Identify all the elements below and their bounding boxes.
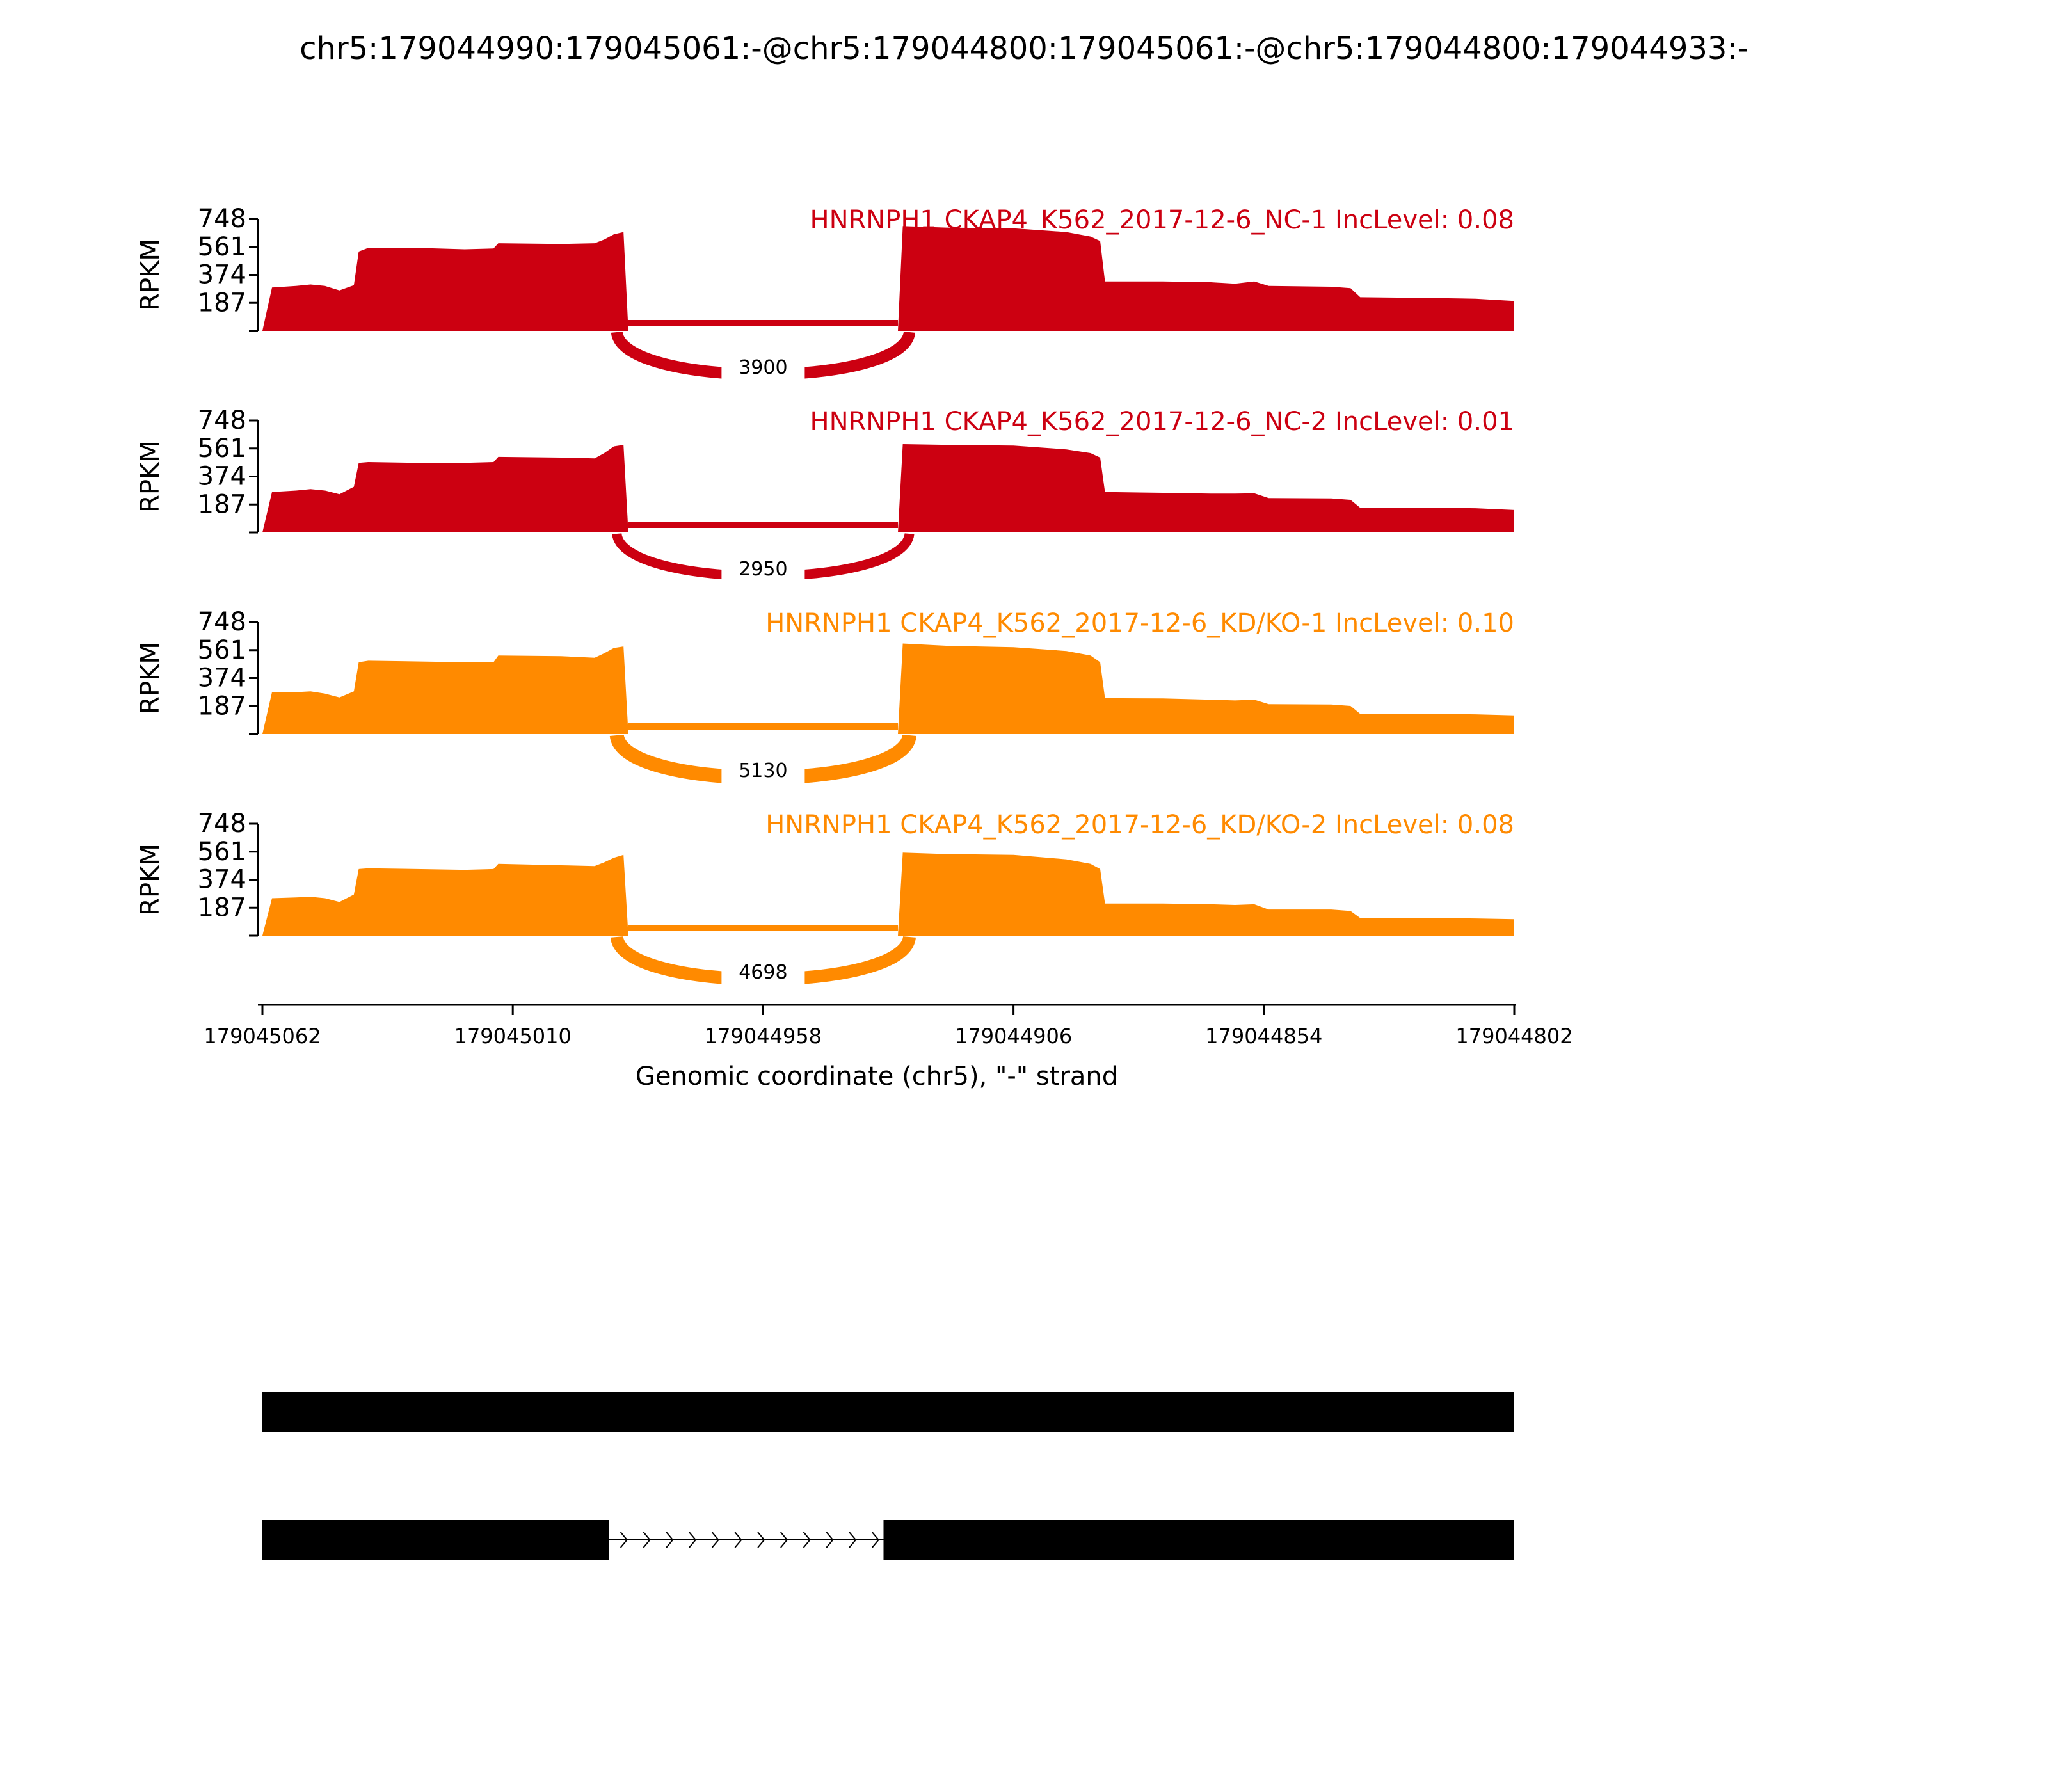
x-axis-label: Genomic coordinate (chr5), "-" strand xyxy=(636,1062,1118,1091)
coverage-area xyxy=(262,226,1514,331)
y-tick-label: 187 xyxy=(198,893,246,922)
junction-label-bg xyxy=(721,958,805,986)
series-label: HNRNPH1 CKAP4_K562_2017-12-6_NC-2 IncLev… xyxy=(810,407,1515,436)
junction-count: 5130 xyxy=(739,760,787,782)
y-tick-label: 748 xyxy=(198,809,246,838)
series-label: HNRNPH1 CKAP4_K562_2017-12-6_KD/KO-1 Inc… xyxy=(765,609,1514,638)
strand-arrow xyxy=(666,1532,674,1548)
strand-arrow xyxy=(734,1532,742,1548)
series-label: HNRNPH1 CKAP4_K562_2017-12-6_NC-1 IncLev… xyxy=(810,205,1515,235)
y-tick-label: 561 xyxy=(198,434,246,463)
coverage-area xyxy=(262,852,1514,936)
y-tick-label: 561 xyxy=(198,232,246,262)
x-tick-label: 179044958 xyxy=(705,1024,822,1048)
series-label: HNRNPH1 CKAP4_K562_2017-12-6_KD/KO-2 Inc… xyxy=(765,810,1514,840)
exon xyxy=(262,1392,1514,1432)
x-axis: 179045062 179045010 179044958 179044906 1790… xyxy=(204,1004,1573,1048)
x-tick-label: 179044854 xyxy=(1205,1024,1322,1048)
strand-arrow xyxy=(711,1532,719,1548)
strand-arrow xyxy=(643,1532,651,1548)
x-tick-label: 179045010 xyxy=(454,1024,572,1048)
junction-label-bg xyxy=(721,555,805,583)
figure-title: chr5:179044990:179045061:-@chr5:17904480… xyxy=(300,31,1748,67)
strand-arrow xyxy=(849,1532,857,1548)
y-tick-label: 187 xyxy=(198,691,246,721)
x-tick-label: 179044906 xyxy=(955,1024,1072,1048)
x-tick-label: 179044802 xyxy=(1455,1024,1572,1048)
y-tick-label: 748 xyxy=(198,607,246,637)
y-tick-label: 374 xyxy=(198,260,246,290)
junction-label-bg xyxy=(721,756,805,785)
y-tick-label: 561 xyxy=(198,837,246,867)
gene-models xyxy=(262,1392,1514,1560)
strand-arrow xyxy=(871,1532,880,1548)
junction-count: 3900 xyxy=(739,356,787,379)
y-axis-label: RPKM xyxy=(136,642,165,714)
strand-arrow xyxy=(757,1532,765,1548)
y-tick-label: 187 xyxy=(198,490,246,519)
y-tick-label: 187 xyxy=(198,288,246,317)
strand-arrow xyxy=(620,1532,628,1548)
x-tick-label: 179045062 xyxy=(204,1024,321,1048)
strand-arrow xyxy=(780,1532,788,1548)
junction-count: 4698 xyxy=(739,961,787,984)
strand-arrow xyxy=(826,1532,834,1548)
y-tick-label: 561 xyxy=(198,636,246,665)
junction-label-bg xyxy=(721,353,805,381)
y-tick-label: 374 xyxy=(198,865,246,895)
exon xyxy=(262,1520,609,1560)
coverage-area xyxy=(262,643,1514,734)
y-axis-label: RPKM xyxy=(136,440,165,513)
coverage-area xyxy=(262,444,1514,532)
y-axis-label: RPKM xyxy=(136,844,165,916)
exon xyxy=(883,1520,1514,1560)
transcript-1 xyxy=(262,1392,1514,1432)
y-tick-label: 748 xyxy=(198,204,246,234)
strand-arrow xyxy=(803,1532,811,1548)
transcript-2 xyxy=(262,1520,1514,1560)
strand-arrow xyxy=(689,1532,697,1548)
y-tick-label: 748 xyxy=(198,406,246,435)
y-axis-label: RPKM xyxy=(136,239,165,311)
junction-count: 2950 xyxy=(739,558,787,580)
y-tick-label: 374 xyxy=(198,664,246,693)
y-tick-label: 374 xyxy=(198,462,246,492)
